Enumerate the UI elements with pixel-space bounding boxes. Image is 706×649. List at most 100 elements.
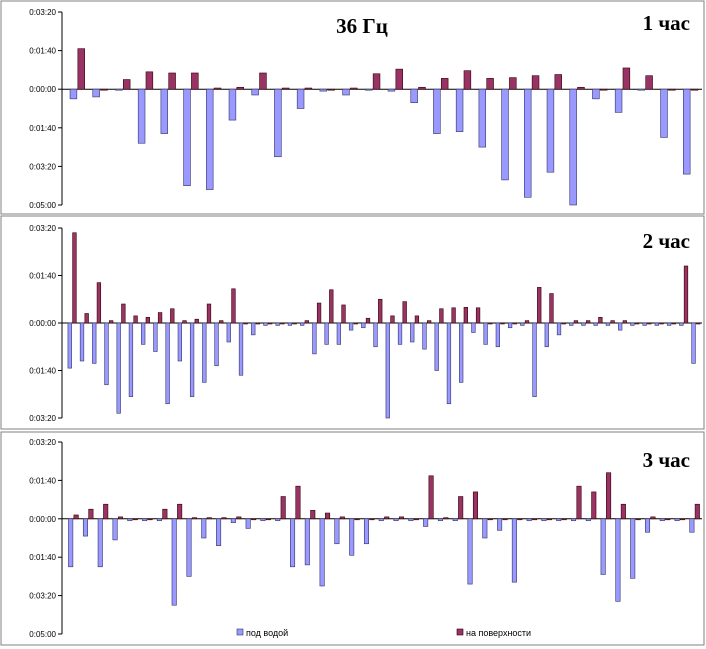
bar-under-water: [410, 322, 415, 343]
bar-on-surface: [690, 88, 699, 91]
y-tick-label: 0:01:40: [29, 553, 56, 562]
bar-under-water: [471, 322, 476, 333]
bar-under-water: [546, 88, 555, 173]
bar-on-surface: [191, 517, 197, 520]
bar-on-surface: [109, 320, 114, 324]
bar-on-surface: [428, 475, 434, 520]
bar-on-surface: [327, 88, 335, 91]
bar-on-surface: [395, 68, 403, 90]
bar-on-surface: [561, 322, 566, 325]
bar-under-water: [296, 88, 305, 109]
bar-under-water: [520, 322, 525, 326]
bar-on-surface: [647, 322, 652, 325]
chart-panel-2: 0:03:20 0:01:40 0:00:00 0:01:40 0:03:20 2 час: [0, 215, 705, 430]
bar-on-surface: [549, 293, 554, 324]
bar-on-surface: [369, 518, 375, 521]
bar-on-surface: [650, 516, 656, 520]
bar-on-surface: [665, 518, 671, 521]
bar-on-surface: [350, 87, 358, 90]
bar-under-water: [97, 518, 103, 568]
bar-on-surface: [554, 74, 562, 90]
panel-label: 3 час: [643, 448, 690, 472]
panel-frame: [0, 0, 705, 215]
bar-under-water: [679, 322, 684, 326]
bar-on-surface: [236, 86, 244, 90]
bar-under-water: [569, 322, 574, 326]
bar-on-surface: [236, 516, 242, 520]
bar-on-surface: [133, 315, 138, 324]
bar-on-surface: [280, 322, 285, 325]
bar-under-water: [186, 518, 192, 577]
bar-on-surface: [487, 518, 493, 521]
bar-under-water: [630, 518, 636, 579]
bar-on-surface: [472, 491, 478, 520]
bar-on-surface: [414, 315, 420, 324]
bar-under-water: [373, 322, 378, 348]
bar-on-surface: [255, 322, 261, 325]
bar-under-water: [526, 518, 532, 522]
legend-swatch: [456, 628, 464, 636]
bar-under-water: [532, 322, 537, 397]
bar-on-surface: [517, 518, 523, 521]
bar-under-water: [201, 518, 207, 539]
y-tick-label: 0:03:20: [29, 438, 56, 447]
y-tick-label: 0:00:00: [29, 515, 56, 524]
bar-on-surface: [316, 302, 322, 324]
bar-on-surface: [573, 320, 579, 324]
bar-under-water: [141, 322, 146, 345]
bar-under-water: [378, 518, 384, 522]
bar-under-water: [452, 518, 458, 522]
bar-on-surface: [384, 516, 390, 520]
bar-on-surface: [103, 503, 109, 520]
bar-under-water: [511, 518, 517, 583]
bar-on-surface: [659, 322, 664, 325]
bar-under-water: [630, 322, 635, 326]
legend: под водой на поверхности: [236, 628, 531, 638]
bar-under-water: [422, 322, 427, 350]
bar-on-surface: [645, 75, 653, 90]
bar-under-water: [274, 88, 282, 158]
bar-under-water: [642, 322, 647, 326]
bar-under-water: [67, 322, 72, 369]
bar-under-water: [605, 322, 611, 326]
bar-on-surface: [620, 503, 626, 520]
bar-on-surface: [634, 322, 640, 325]
bar-on-surface: [524, 320, 530, 324]
bar-on-surface: [546, 518, 552, 521]
bar-under-water: [160, 88, 169, 134]
bar-under-water: [541, 518, 547, 522]
bar-on-surface: [280, 496, 286, 520]
bar-on-surface: [145, 71, 154, 90]
bar-on-surface: [182, 320, 187, 324]
bar-on-surface: [268, 322, 273, 325]
bar-on-surface: [304, 320, 309, 324]
bar-on-surface: [221, 517, 227, 520]
bar-under-water: [312, 322, 317, 355]
bar-under-water: [501, 88, 509, 181]
bar-on-surface: [509, 77, 517, 90]
bar-under-water: [660, 88, 668, 138]
bar-on-surface: [458, 496, 464, 520]
bar-on-surface: [577, 86, 585, 90]
bar-under-water: [92, 88, 100, 98]
bar-on-surface: [512, 322, 517, 325]
bar-under-water: [287, 322, 293, 326]
bar-on-surface: [451, 307, 456, 324]
bar-on-surface: [502, 518, 508, 521]
bar-under-water: [104, 322, 109, 386]
bar-on-surface: [488, 322, 493, 325]
bar-under-water: [251, 322, 256, 336]
bar-on-surface: [170, 308, 175, 324]
chart-title: 36 Гц: [336, 14, 388, 38]
bar-on-surface: [365, 317, 371, 324]
bar-under-water: [363, 518, 370, 545]
bar-under-water: [459, 322, 464, 383]
bar-under-water: [644, 518, 651, 533]
bar-under-water: [177, 322, 182, 362]
bar-under-water: [260, 518, 266, 522]
bar-on-surface: [486, 78, 494, 90]
bar-under-water: [116, 322, 121, 414]
bar-on-surface: [413, 518, 419, 521]
bar-on-surface: [122, 79, 131, 90]
